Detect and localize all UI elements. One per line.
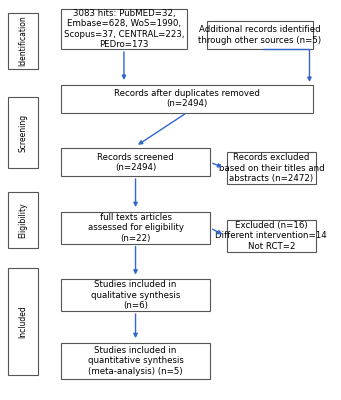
Text: Studies included in
qualitative synthesis
(n=6): Studies included in qualitative synthesi… xyxy=(91,280,180,310)
FancyBboxPatch shape xyxy=(8,13,38,69)
FancyBboxPatch shape xyxy=(207,21,313,49)
Text: Included: Included xyxy=(18,305,27,338)
Text: Records after duplicates removed
(n=2494): Records after duplicates removed (n=2494… xyxy=(114,89,260,108)
Text: Studies included in
quantitative synthesis
(meta-analysis) (n=5): Studies included in quantitative synthes… xyxy=(88,346,183,376)
FancyBboxPatch shape xyxy=(61,9,187,49)
FancyBboxPatch shape xyxy=(61,212,210,244)
FancyBboxPatch shape xyxy=(61,85,313,113)
FancyBboxPatch shape xyxy=(61,148,210,176)
Text: Identification: Identification xyxy=(18,16,27,66)
FancyBboxPatch shape xyxy=(8,97,38,168)
FancyBboxPatch shape xyxy=(61,280,210,311)
FancyBboxPatch shape xyxy=(8,192,38,248)
Text: 3083 hits: PubMED=32,
Embase=628, WoS=1990,
Scopus=37, CENTRAL=223,
PEDro=173: 3083 hits: PubMED=32, Embase=628, WoS=19… xyxy=(64,9,184,49)
FancyBboxPatch shape xyxy=(8,268,38,375)
FancyBboxPatch shape xyxy=(227,152,316,184)
FancyBboxPatch shape xyxy=(61,343,210,379)
FancyBboxPatch shape xyxy=(227,220,316,252)
Text: full texts articles
assessed for eligibility
(n=22): full texts articles assessed for eligibi… xyxy=(88,213,183,243)
Text: Records screened
(n=2494): Records screened (n=2494) xyxy=(97,152,174,172)
Text: Screening: Screening xyxy=(18,114,27,152)
Text: Additional records identified
through other sources (n=5): Additional records identified through ot… xyxy=(198,26,321,45)
Text: Excluded (n=16)
Different intervention=14
Not RCT=2: Excluded (n=16) Different intervention=1… xyxy=(216,221,327,251)
Text: Eligibility: Eligibility xyxy=(18,202,27,238)
Text: Records excluded
based on their titles and
abstracts (n=2472): Records excluded based on their titles a… xyxy=(219,153,324,183)
